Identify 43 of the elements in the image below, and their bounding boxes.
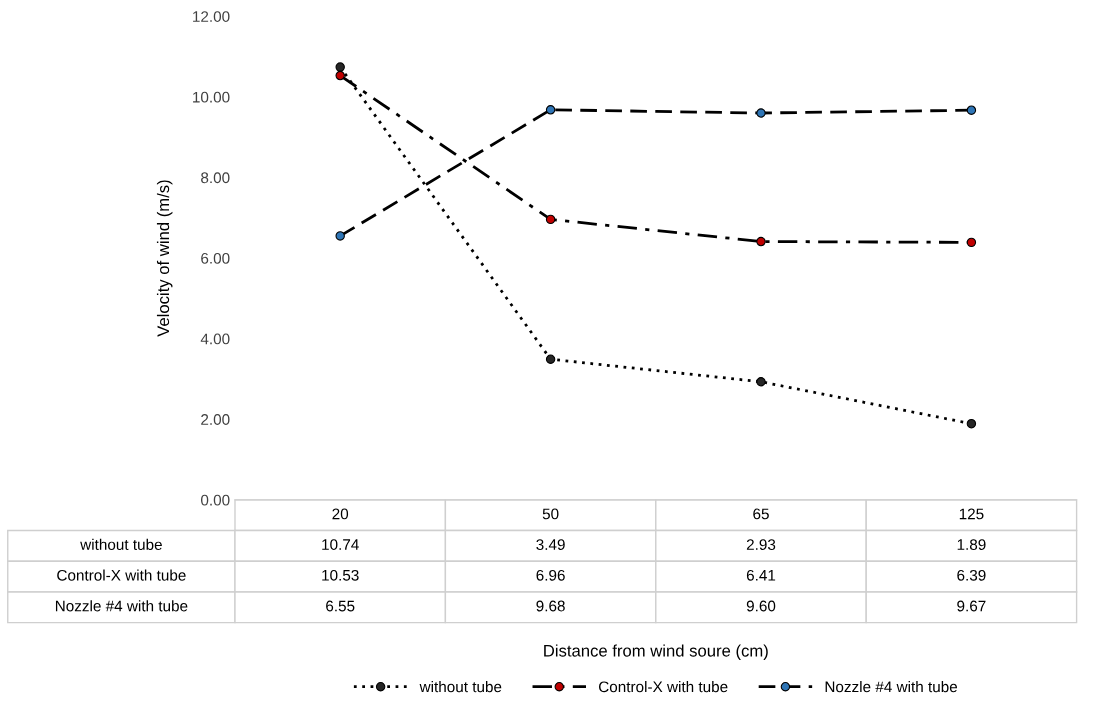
data-label: 9.67 bbox=[957, 600, 986, 612]
data-label: 6.41 bbox=[746, 569, 776, 581]
point bbox=[335, 231, 345, 241]
point bbox=[966, 237, 977, 248]
y-tick-label: 12.00 bbox=[193, 11, 230, 22]
data-label: 10.74 bbox=[322, 539, 359, 550]
point bbox=[756, 108, 766, 118]
y-tick-label: 10.00 bbox=[193, 91, 230, 103]
text: Distance from wind soure (cm) bbox=[544, 644, 768, 660]
data-label: 6.96 bbox=[536, 569, 565, 581]
y-axis-title: Velocity of wind (m/s) bbox=[156, 180, 173, 337]
data-label: 9.60 bbox=[746, 600, 776, 612]
data-label: 10.53 bbox=[322, 569, 359, 581]
point bbox=[966, 418, 977, 429]
data-label: 9.68 bbox=[536, 600, 565, 612]
data-label: 6.55 bbox=[326, 600, 355, 612]
y-tick-label: 4.00 bbox=[200, 333, 230, 345]
data-label: 2.93 bbox=[746, 539, 776, 550]
data-label: 3.49 bbox=[536, 539, 565, 550]
legend-label: Control-X with tube bbox=[599, 681, 728, 693]
data-label: 1.89 bbox=[957, 539, 986, 550]
y-tick-label: 2.00 bbox=[201, 414, 230, 425]
x-tick-label: 125 bbox=[959, 508, 984, 520]
point bbox=[335, 70, 345, 81]
legend-label: Nozzle #4 with tube bbox=[825, 681, 958, 693]
point bbox=[335, 62, 345, 72]
y-tick-label: 8.00 bbox=[201, 172, 230, 184]
point bbox=[966, 105, 977, 115]
point bbox=[545, 105, 556, 115]
x-tick-label: 20 bbox=[332, 508, 349, 520]
y-tick-label: 6.00 bbox=[201, 252, 230, 264]
text: Nozzle #4 with tube bbox=[55, 600, 188, 612]
point bbox=[756, 377, 766, 387]
x-tick-label: 50 bbox=[542, 508, 559, 520]
point bbox=[545, 214, 556, 225]
data-label: 6.39 bbox=[957, 569, 986, 581]
x-tick-label: 65 bbox=[753, 508, 769, 520]
text: Control-X with tube bbox=[57, 569, 186, 581]
text: without tube bbox=[80, 538, 162, 550]
point bbox=[756, 236, 766, 247]
legend-label: without tube bbox=[419, 681, 502, 693]
point bbox=[545, 354, 556, 364]
y-tick-label: 0.00 bbox=[201, 494, 230, 506]
